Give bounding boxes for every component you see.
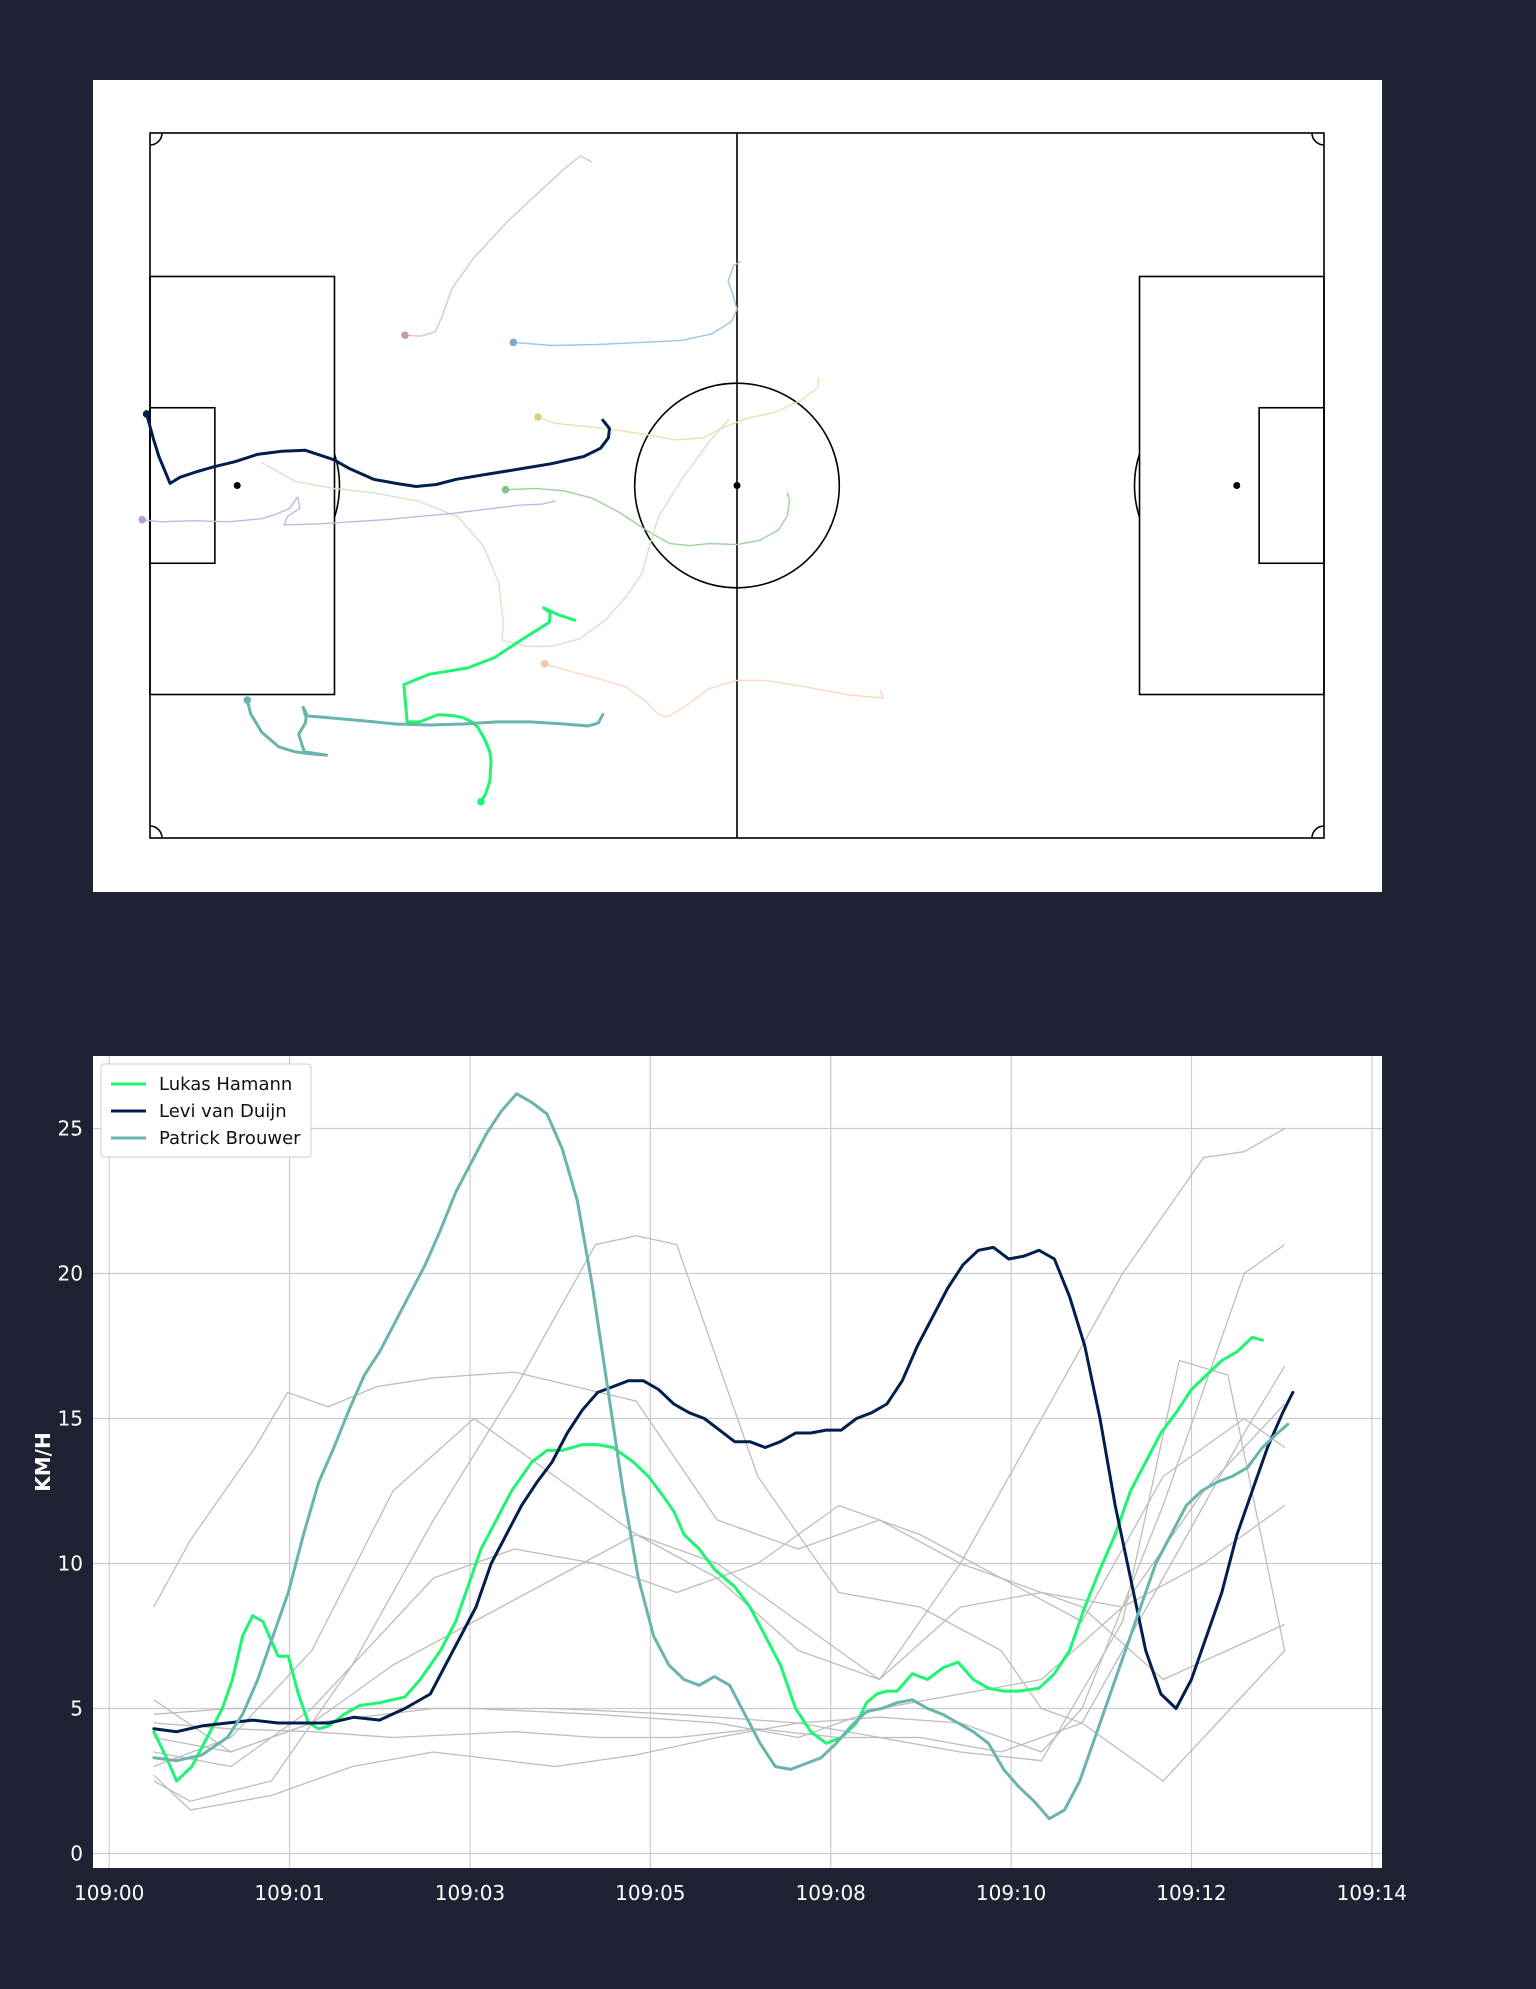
left-penalty-area	[149, 275, 336, 696]
y-tick-label: 15	[58, 1407, 83, 1431]
right-penalty-area	[1138, 275, 1325, 696]
y-axis-label: KM/H	[31, 1432, 55, 1491]
corner-arc	[1311, 825, 1325, 839]
corner-arc	[149, 132, 163, 146]
series-line	[152, 1335, 1264, 1783]
speed-chart: 0 5 10 15 20 25 109:00 109:01 109:03 109:05 109:08…	[31, 1056, 1407, 1905]
right-goal-area	[1258, 406, 1325, 565]
player-position-dot	[540, 660, 549, 668]
corner-arc	[149, 825, 163, 839]
center-spot	[733, 482, 741, 489]
legend-box	[100, 1063, 312, 1158]
player-track	[544, 663, 885, 718]
player-track	[404, 155, 593, 337]
context-player-line	[153, 1235, 1286, 1802]
x-tick-label: 109:08	[796, 1881, 866, 1905]
x-tick-label: 109:12	[1156, 1881, 1226, 1905]
series-line	[152, 1092, 1290, 1821]
pitch-panel	[93, 80, 1382, 892]
legend-label: Lukas Hamann	[159, 1074, 292, 1095]
player-position-dot	[501, 485, 510, 494]
left-penalty-arc	[333, 453, 341, 518]
x-tick-label: 109:14	[1337, 1881, 1407, 1905]
player-track	[245, 698, 605, 757]
x-tick-label: 109:03	[435, 1881, 505, 1905]
left-penalty-spot	[233, 482, 241, 489]
context-player-line	[153, 1371, 1285, 1681]
player-track	[261, 418, 730, 647]
player-position-dot	[401, 331, 409, 339]
player-position-dot	[509, 338, 518, 347]
player-track	[537, 378, 820, 441]
context-player-line	[153, 1243, 1286, 1753]
player-track	[504, 487, 791, 547]
left-goal-area	[149, 406, 216, 565]
player-track	[141, 496, 556, 526]
player-position-dot	[534, 413, 542, 421]
x-tick-label: 109:00	[74, 1881, 144, 1905]
y-tick-label: 20	[58, 1262, 83, 1286]
y-tick-label: 5	[70, 1697, 83, 1721]
series-line	[152, 1245, 1295, 1734]
player-track	[402, 606, 577, 804]
player-track	[512, 260, 742, 347]
context-player-line	[153, 1650, 1286, 1782]
x-tick-label: 109:10	[976, 1881, 1046, 1905]
legend-label: Patrick Brouwer	[159, 1128, 301, 1149]
player-position-dot	[138, 515, 146, 524]
y-tick-label: 0	[70, 1842, 83, 1866]
plot-area	[93, 1056, 1382, 1868]
pitch-map	[138, 132, 1325, 839]
player-position-dot	[142, 410, 151, 418]
player-track	[145, 412, 611, 488]
right-penalty-arc	[1133, 453, 1141, 518]
right-penalty-spot	[1233, 482, 1241, 489]
context-player-line	[153, 1127, 1286, 1768]
player-position-dot	[243, 696, 252, 704]
context-player-line	[153, 1504, 1286, 1753]
center-circle	[633, 382, 841, 589]
speed-chart-panel: 0 5 10 15 20 25 109:00 109:01 109:03 109:05 109:08…	[0, 1000, 1536, 1989]
y-tick-label: 25	[58, 1117, 83, 1141]
player-position-dot	[477, 797, 485, 806]
x-tick-label: 109:01	[254, 1881, 324, 1905]
legend-label: Levi van Duijn	[159, 1101, 287, 1122]
corner-arc	[1311, 132, 1325, 146]
y-tick-label: 10	[58, 1552, 83, 1576]
x-tick-label: 109:05	[615, 1881, 685, 1905]
